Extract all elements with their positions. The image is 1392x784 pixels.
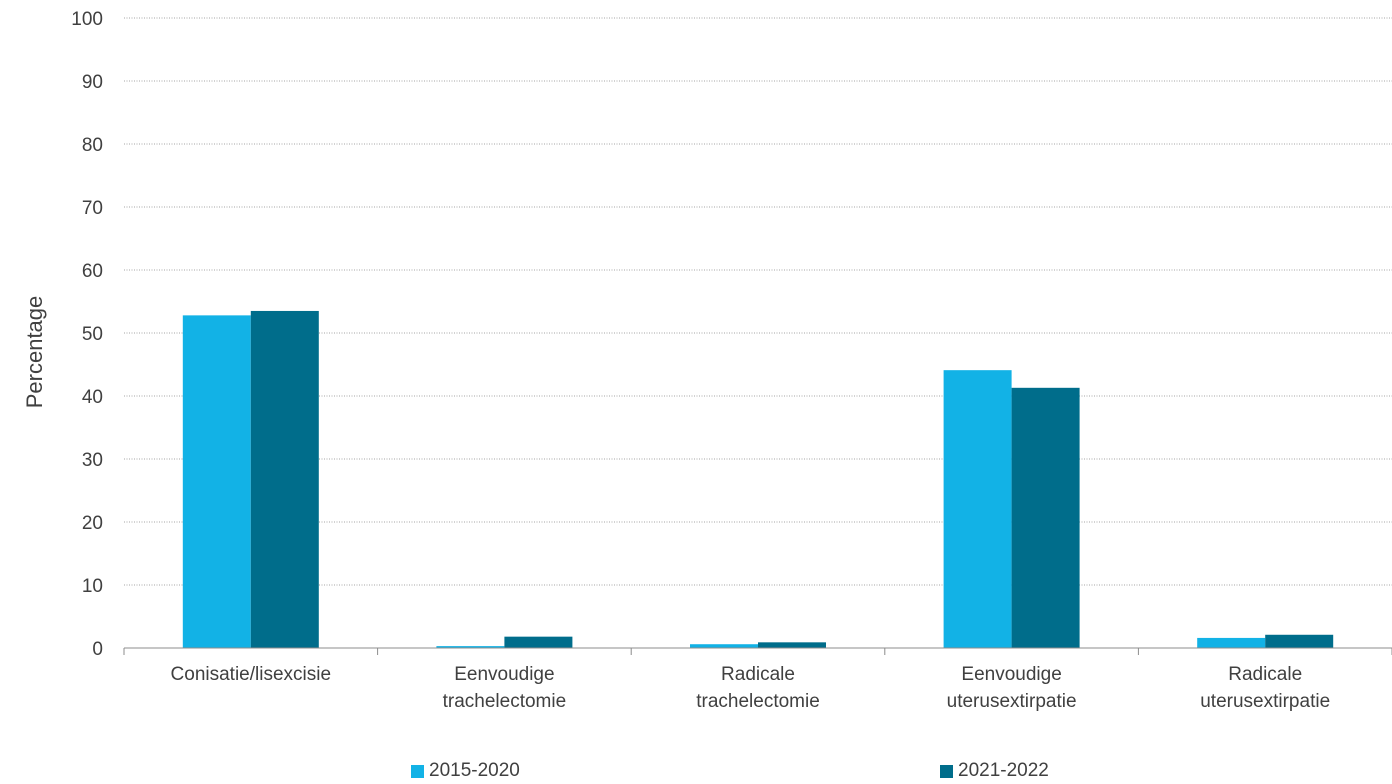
y-axis-ticks: 0 10 20 30 40 50 60 70 80 90 100 [71,9,103,660]
y-tick-label: 40 [82,387,103,408]
y-tick-label: 60 [82,261,103,282]
y-tick-label: 80 [82,135,103,156]
y-tick-label: 0 [92,639,103,660]
bar-2021-2022-3 [1011,387,1080,648]
y-tick-label: 20 [82,513,103,534]
bar-2021-2022-0 [250,310,319,648]
legend-swatch-series-1 [411,764,424,778]
legend-item-series-1: 2015-2020 [411,760,520,782]
bar-2015-2020-3 [943,370,1012,648]
x-axis-categories: Conisatie/lisexcisie Eenvoudige trachelect… [171,664,1331,712]
y-tick-label: 10 [82,576,103,597]
bar-2021-2022-1 [504,636,573,648]
legend-swatch-series-2 [940,764,953,778]
x-category-label: Eenvoudige uterusextirpatie [947,664,1077,712]
x-category-label: Radicale trachelectomie [696,664,820,712]
y-tick-label: 100 [71,9,103,30]
bar-chart: 0 10 20 30 40 50 60 70 80 90 100 Percentage Conisa… [22,9,1392,712]
bar-2021-2022-2 [758,642,826,648]
legend: 2015-2020 2021-2022 [0,760,1392,784]
x-category-label: Radicale uterusextirpatie [1200,664,1330,712]
bar-2021-2022-4 [1265,634,1334,648]
legend-label-series-2: 2021-2022 [958,760,1049,781]
y-tick-label: 90 [82,72,103,93]
bar-2015-2020-1 [436,646,505,648]
y-tick-label: 30 [82,450,103,471]
bar-2015-2020-4 [1197,637,1266,648]
bar-2015-2020-2 [690,644,758,648]
y-tick-label: 70 [82,198,103,219]
y-tick-label: 50 [82,324,103,345]
legend-item-series-2: 2021-2022 [940,760,1049,782]
bars [182,310,1334,648]
x-category-label: Eenvoudige trachelectomie [443,664,567,712]
x-axis [123,647,1392,655]
x-category-label: Conisatie/lisexcisie [171,664,332,685]
y-axis-label: Percentage [22,296,47,409]
legend-label-series-1: 2015-2020 [429,760,520,781]
bar-2015-2020-0 [182,315,251,648]
